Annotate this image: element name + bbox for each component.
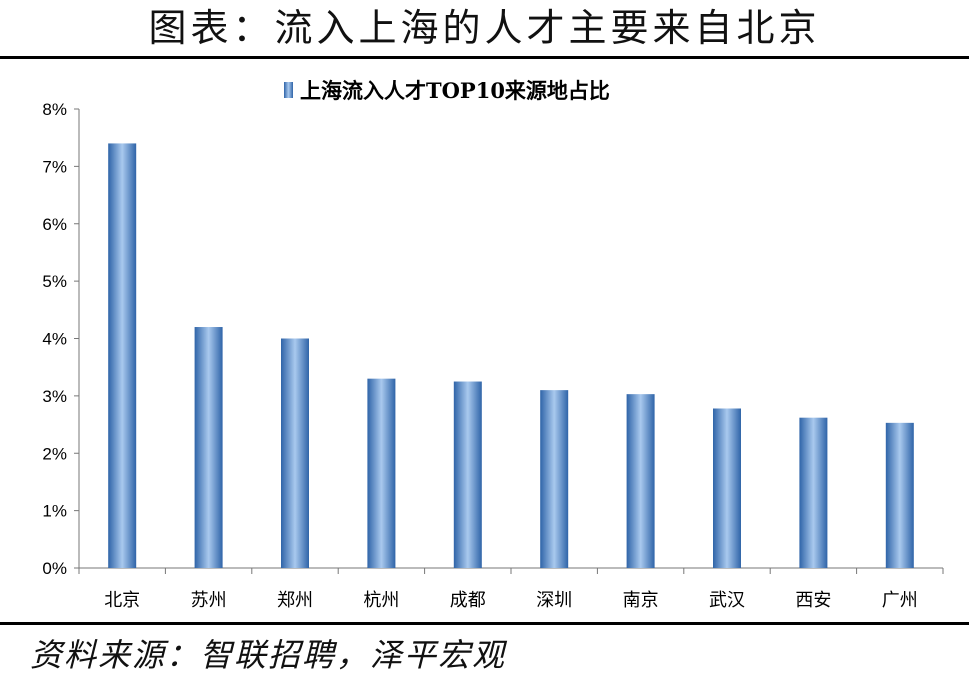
x-tick-label: 苏州 xyxy=(191,590,227,611)
bar xyxy=(540,390,569,568)
page-title: 图表：流入上海的人才主要来自北京 xyxy=(148,6,821,50)
x-tick-label: 成都 xyxy=(450,590,486,611)
x-tick-label: 南京 xyxy=(623,590,659,611)
legend-label: 上海流入人才TOP10来源地占比 xyxy=(300,78,610,103)
y-tick-label: 1% xyxy=(42,502,67,521)
legend-swatch xyxy=(284,82,293,98)
bar xyxy=(194,327,223,568)
y-tick-label: 6% xyxy=(42,215,67,234)
y-tick-label: 0% xyxy=(42,559,67,578)
y-tick-label: 2% xyxy=(42,444,67,463)
chart-legend: 上海流入人才TOP10来源地占比 xyxy=(284,78,610,103)
y-tick-label: 8% xyxy=(42,100,67,119)
source-note: 资料来源：智联招聘，泽平宏观 xyxy=(30,636,507,674)
bar xyxy=(108,143,137,569)
x-tick-label: 杭州 xyxy=(363,590,399,611)
x-tick-label: 武汉 xyxy=(709,590,745,611)
x-tick-label: 西安 xyxy=(795,590,831,611)
x-tick-label: 深圳 xyxy=(536,590,572,611)
bar xyxy=(367,378,396,568)
footer-divider xyxy=(0,622,969,625)
title-divider xyxy=(0,56,969,59)
x-tick-label: 郑州 xyxy=(277,590,313,611)
bar xyxy=(626,394,655,568)
bar-chart: 上海流入人才TOP10来源地占比 0% 1% 2% 3% 4% 5% 6% 7% 8% 北京 苏州 郑… xyxy=(42,78,944,611)
bar xyxy=(453,381,482,568)
bar xyxy=(799,417,828,568)
y-tick-label: 4% xyxy=(42,330,67,349)
x-tick-label: 北京 xyxy=(104,590,140,611)
bar xyxy=(713,408,741,568)
x-tick-label: 广州 xyxy=(882,590,918,611)
y-tick-label: 3% xyxy=(42,387,67,406)
bar xyxy=(281,338,309,568)
y-tick-label: 7% xyxy=(42,157,67,176)
y-tick-label: 5% xyxy=(42,272,67,291)
bar xyxy=(885,422,914,568)
